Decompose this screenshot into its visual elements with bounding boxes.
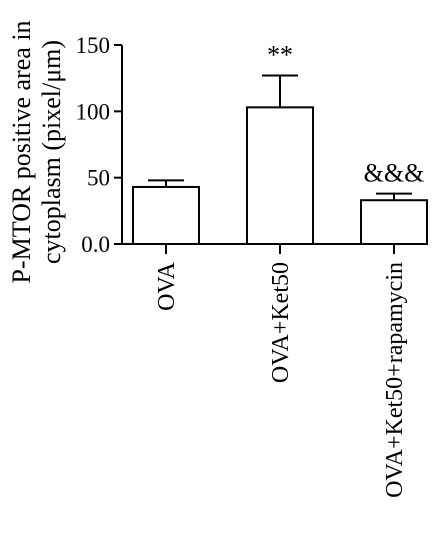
bar	[246, 106, 314, 245]
bar	[132, 185, 200, 246]
x-tick-label: OVA	[154, 261, 180, 311]
bar	[360, 199, 428, 245]
significance-label: **	[267, 41, 293, 70]
x-tick-label: OVA+Ket50+rapamycin	[382, 262, 408, 498]
y-tick-label: 100	[76, 99, 111, 124]
y-tick-label: 150	[76, 33, 111, 58]
bars-group: OVA OVA+Ket50 ** OVA+Ket50+rapamycin &&&	[132, 41, 428, 498]
y-tick-label: 0.0	[81, 232, 110, 257]
y-axis-title-line1: P-MTOR positive area in	[7, 20, 36, 283]
y-axis-title-line2: cytoplasm (pixel/μm)	[37, 40, 66, 264]
y-tick-label: 50	[87, 166, 110, 191]
significance-label: &&&	[364, 159, 425, 188]
y-axis-title: P-MTOR positive area in cytoplasm (pixel…	[7, 20, 66, 283]
x-tick-label: OVA+Ket50	[268, 262, 294, 383]
